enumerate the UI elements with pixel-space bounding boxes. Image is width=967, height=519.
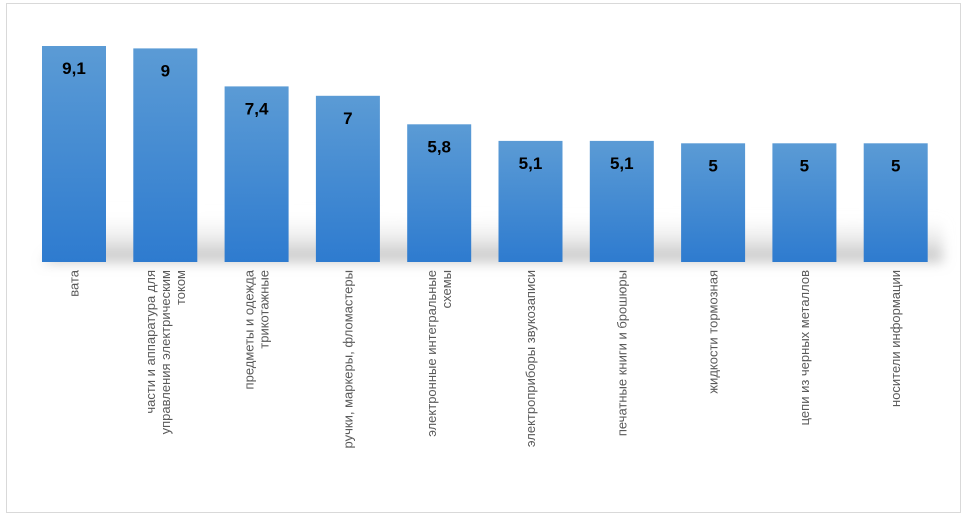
category-label: цепи из черных металлов	[797, 270, 812, 425]
bar	[315, 95, 380, 262]
category-label: вата	[67, 269, 82, 297]
data-label: 7,4	[245, 99, 269, 118]
bar	[498, 140, 563, 262]
category-label-line: током	[173, 270, 188, 305]
category-label-line: управления электрическим	[158, 270, 173, 434]
category-label-line: схемы	[439, 270, 454, 308]
category-label-line: носители информации	[888, 270, 903, 407]
category-label: жидкости тормозная	[706, 270, 721, 394]
bar	[681, 143, 746, 262]
data-label: 5,1	[610, 154, 634, 173]
category-label-line: ручки, маркеры, фломастеры	[340, 270, 355, 448]
data-label: 5	[891, 156, 900, 175]
data-label: 9,1	[62, 59, 86, 78]
category-label: части и аппаратура дляуправления электри…	[143, 270, 188, 434]
category-label-line: цепи из черных металлов	[797, 270, 812, 425]
data-label: 5	[708, 156, 717, 175]
category-label: печатные книги и брошюры	[614, 270, 629, 436]
category-label-line: жидкости тормозная	[706, 270, 721, 394]
data-label: 5,8	[427, 137, 451, 156]
category-label-line: предметы и одежда	[242, 269, 257, 389]
bar	[224, 86, 289, 263]
bar	[42, 46, 106, 262]
data-label: 9	[161, 61, 170, 80]
category-label-line: электронные интегральные	[424, 270, 439, 437]
category-label: электронные интегральныесхемы	[424, 270, 454, 437]
bar	[772, 143, 837, 262]
data-label: 7	[343, 109, 352, 128]
bar	[407, 124, 472, 262]
bar	[863, 143, 928, 262]
category-label: предметы и одеждатрикотажные	[242, 269, 272, 389]
category-label-line: электроприборы звукозаписи	[523, 270, 538, 447]
category-label: электроприборы звукозаписи	[523, 270, 538, 447]
category-label-line: трикотажные	[257, 270, 272, 349]
category-label-line: вата	[67, 269, 82, 297]
bar	[133, 48, 198, 263]
category-label-line: части и аппаратура для	[143, 270, 158, 414]
category-label: носители информации	[888, 270, 903, 407]
category-label-line: печатные книги и брошюры	[614, 270, 629, 436]
bar	[589, 140, 654, 262]
data-label: 5,1	[519, 154, 543, 173]
data-label: 5	[800, 156, 809, 175]
category-label: ручки, маркеры, фломастеры	[340, 270, 355, 448]
